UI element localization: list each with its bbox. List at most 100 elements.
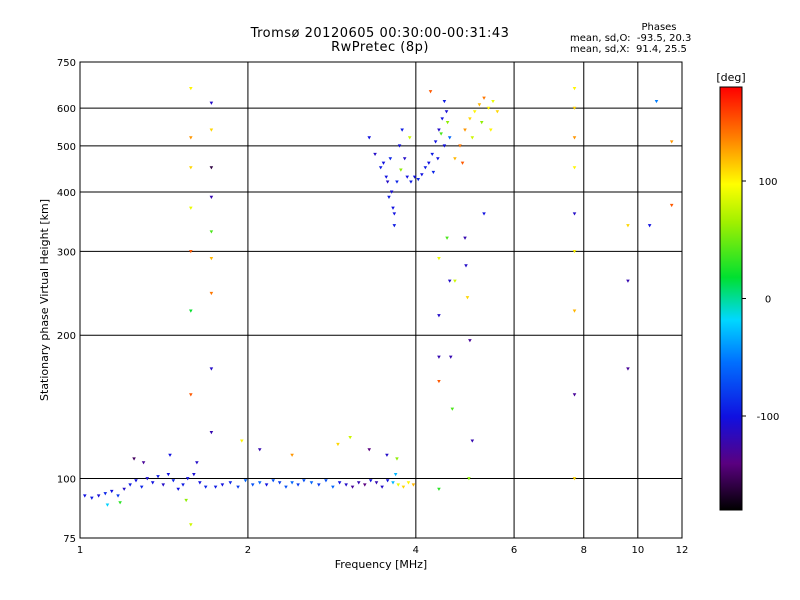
data-point (433, 140, 438, 144)
data-point (464, 264, 468, 268)
data-point (654, 99, 659, 104)
data-point (572, 477, 577, 481)
data-point (116, 494, 120, 498)
data-point (161, 483, 166, 487)
data-point (324, 479, 328, 483)
data-point (470, 439, 475, 443)
data-point (109, 489, 114, 494)
data-point (626, 224, 630, 228)
data-point (572, 87, 577, 91)
data-point (385, 479, 390, 483)
data-point (128, 483, 132, 487)
y-tick-label: 200 (57, 331, 76, 342)
chart-subtitle: RwPretec (8p) (331, 40, 429, 55)
data-point (389, 190, 394, 194)
data-point (368, 479, 373, 483)
data-point (195, 461, 199, 465)
x-tick-label: 2 (245, 545, 251, 556)
data-point (482, 96, 486, 100)
data-point (430, 152, 435, 157)
x-tick-label: 6 (511, 545, 517, 556)
data-point (189, 523, 193, 527)
data-point (442, 99, 447, 104)
data-point (90, 496, 94, 500)
x-tick-label: 10 (631, 545, 644, 556)
y-tick-label: 100 (57, 475, 76, 486)
data-point (103, 492, 108, 496)
phase-stats-title: Phases (641, 22, 677, 33)
data-point (406, 481, 411, 485)
data-point (250, 483, 255, 487)
data-point (290, 481, 294, 485)
data-point (447, 136, 452, 140)
data-point (168, 453, 172, 457)
x-tick-label: 1 (77, 545, 83, 556)
data-point (399, 168, 403, 172)
data-point (209, 291, 214, 296)
data-point (264, 483, 269, 487)
data-point (257, 481, 262, 485)
data-point (488, 128, 493, 132)
data-point (362, 483, 367, 487)
data-point (209, 195, 214, 199)
data-point (463, 128, 467, 132)
data-point (437, 128, 441, 132)
data-point (572, 309, 577, 313)
data-point (458, 144, 462, 148)
data-point (192, 473, 196, 477)
phase-stats-x: mean, sd,X: 91.4, 25.5 (570, 44, 687, 55)
data-point (465, 296, 470, 300)
y-tick-label: 75 (63, 534, 76, 545)
data-point (385, 180, 390, 184)
data-point (669, 203, 674, 208)
data-point (337, 481, 342, 485)
data-point (395, 457, 399, 461)
data-point (336, 442, 340, 447)
data-point (388, 157, 393, 161)
data-points (82, 87, 674, 527)
data-point (467, 477, 471, 481)
data-point (198, 481, 202, 485)
data-point (397, 144, 402, 148)
data-point (236, 485, 240, 489)
data-point (156, 475, 160, 479)
data-point (189, 136, 193, 140)
y-tick-label: 300 (57, 247, 76, 258)
x-tick-label: 4 (413, 545, 419, 556)
colorbar-tick-label: 0 (765, 295, 771, 306)
colorbar-label: [deg] (716, 71, 745, 84)
x-tick-label: 8 (581, 545, 587, 556)
data-point (243, 479, 248, 483)
data-point (572, 136, 577, 140)
data-point (257, 448, 262, 452)
data-point (437, 314, 441, 318)
data-point (401, 485, 406, 489)
data-point (491, 99, 495, 104)
data-point (468, 117, 472, 121)
data-point (367, 448, 372, 452)
colorbar-ticks: 100 0 -100 (742, 177, 779, 423)
data-point (572, 250, 577, 254)
plot-frame (79, 61, 683, 539)
data-point (626, 279, 630, 283)
data-point (412, 175, 417, 179)
data-point (423, 166, 428, 170)
data-point (427, 161, 431, 165)
data-point (395, 180, 399, 184)
data-point (391, 481, 395, 485)
data-point (118, 501, 122, 505)
y-tick-label: 750 (57, 58, 76, 69)
y-tick-label: 400 (57, 188, 76, 199)
data-point (277, 481, 282, 485)
data-point (463, 236, 467, 240)
data-point (479, 120, 484, 125)
colorbar-tick-label: 100 (758, 177, 777, 188)
data-point (105, 503, 110, 507)
data-point (393, 473, 398, 477)
data-point (486, 106, 491, 110)
data-point (436, 157, 440, 161)
data-point (184, 498, 188, 503)
data-point (391, 206, 395, 210)
data-point (495, 110, 500, 114)
data-point (220, 483, 225, 487)
